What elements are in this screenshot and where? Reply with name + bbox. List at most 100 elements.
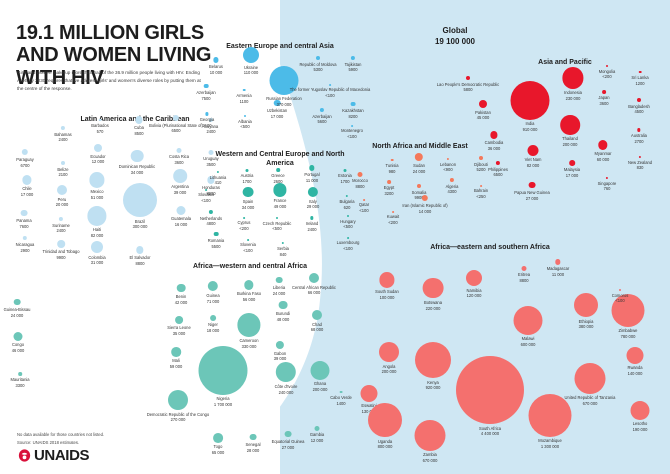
bubble-circle xyxy=(22,235,28,241)
bubble-country-value: 3600 xyxy=(174,159,184,165)
global-total-label: Global xyxy=(442,26,468,35)
bubble-country-name: India xyxy=(525,121,535,126)
bubble-circle xyxy=(22,175,32,185)
bubble-label: Serbia 840 xyxy=(277,246,289,258)
bubble-label: Tunisia 980 xyxy=(385,163,398,175)
bubble-circle xyxy=(602,90,606,94)
bubble-country-name: Guatemala xyxy=(170,216,192,221)
bubble-country-name: Zimbabwe xyxy=(618,328,638,333)
bubble-country-name: Bahrain xyxy=(473,188,489,194)
bubble-country-name: Tajikistan xyxy=(344,61,362,67)
bubble-label: Nicaragua 2900 xyxy=(16,242,35,254)
bubble-label: Slovakia <100 xyxy=(198,192,213,204)
bubble-label: Uruguay 3500 xyxy=(203,156,218,168)
bubble-label: Guinea-Bissau 24 000 xyxy=(4,307,31,319)
bubble-circle xyxy=(310,216,314,220)
bubble-country-name: Bulgaria xyxy=(339,198,355,204)
bubble-country-value: 27 000 xyxy=(525,195,539,201)
bubble-label: Cameroon 330 000 xyxy=(239,338,258,350)
bubble-label: Chad 68 000 xyxy=(311,322,324,334)
bubble-circle xyxy=(417,184,421,188)
bubble-country-value: 5600 xyxy=(317,119,327,125)
bubble-country-value: 17 000 xyxy=(565,173,579,179)
bubble-country-value: 24 000 xyxy=(412,168,426,174)
bubble-label: Kuwait <200 xyxy=(387,214,399,226)
bubble-circle xyxy=(176,283,186,293)
bubble-label: Togo 65 000 xyxy=(212,444,225,456)
bubble-circle xyxy=(415,342,451,378)
bubble-country-name: Ghana xyxy=(313,381,327,386)
bubble-country-name: Hungary xyxy=(340,218,356,224)
bubble-country-value: 1700 xyxy=(242,178,252,184)
bubble-circle xyxy=(569,160,575,166)
bubble-country-value: 780 000 xyxy=(620,333,636,339)
bubble-label: Indonesia 230 000 xyxy=(564,90,582,102)
bubble-circle xyxy=(350,101,356,107)
bubble-country-name: Bolivia (Plurinational State of) xyxy=(149,122,203,128)
bubble-country-value: 65 000 xyxy=(211,450,225,456)
bubble-country-name: Czech Republic xyxy=(262,220,292,226)
bubble-label: Sri Lanka 1200 xyxy=(631,75,648,87)
bubble-country-name: Niger xyxy=(208,322,218,328)
bubble-country-value: 1100 xyxy=(239,98,249,104)
bubble-circle xyxy=(619,289,621,291)
bubble-label: Rwanda 140 000 xyxy=(627,365,642,377)
bubble-circle xyxy=(379,342,399,362)
bubble-label: Zambia 670 000 xyxy=(423,452,438,464)
bubble-label: Malawi 600 000 xyxy=(521,336,536,348)
bubble-circle xyxy=(630,400,650,420)
bubble-label: Tajikistan 5900 xyxy=(345,62,362,74)
footnote-note: No data available for those countries no… xyxy=(17,432,105,437)
bubble-country-name: Mali xyxy=(172,358,180,364)
bubble-country-value: 66 000 xyxy=(307,290,321,296)
bubble-label: Myanmar 60 000 xyxy=(594,151,611,163)
bubble-country-value: 200 000 xyxy=(381,369,397,375)
bubble-country-value: 980 xyxy=(388,168,396,174)
region-title: Western and Central Europe and North Ame… xyxy=(215,151,345,168)
bubble-label: Gambia 12 000 xyxy=(310,432,324,444)
bubble-country-value: 1200 xyxy=(635,80,645,86)
bubble-country-value: 800 000 xyxy=(377,444,393,450)
bubble-label: Malaysia 17 000 xyxy=(564,167,580,179)
bubble-country-value: 2900 xyxy=(20,247,30,253)
bubble-country-value: 830 xyxy=(636,165,644,171)
bubble-circle xyxy=(237,313,261,337)
bubble-circle xyxy=(357,171,363,177)
bubble-label: Azerbaijan 5600 xyxy=(312,114,331,126)
bubble-country-value: <500 xyxy=(343,224,353,230)
bubble-label: Equatorial Guinea 27 000 xyxy=(272,439,305,451)
bubble-circle xyxy=(87,206,107,226)
bubble-label: Republic of Moldova 5300 xyxy=(299,62,336,74)
bubble-circle xyxy=(130,149,144,163)
bubble-circle xyxy=(245,168,249,172)
bubble-label: Trinidad and Tobago 9900 xyxy=(42,249,79,261)
bubble-country-name: Italy xyxy=(309,198,317,204)
bubble-circle xyxy=(13,298,21,306)
bubble-circle xyxy=(136,246,144,254)
bubble-circle xyxy=(466,76,470,80)
bubble-label: Guatemala 16 000 xyxy=(171,216,191,228)
bubble-circle xyxy=(521,265,527,271)
bubble-country-value: 2100 xyxy=(58,172,68,178)
bubble-label: Bahamas 2400 xyxy=(54,132,71,144)
bubble-country-name: Uganda xyxy=(377,438,393,444)
bubble-country-name: Pakistan xyxy=(475,109,491,115)
region-title: Africa—eastern and southern Africa xyxy=(430,244,550,251)
bubble-country-value: 48 000 xyxy=(276,316,290,322)
bubble-label: Papua New Guinea 27 000 xyxy=(514,190,550,202)
footnote-source: Source: UNAIDS 2018 estimates. xyxy=(17,439,80,445)
bubble-country-name: Viet Nam xyxy=(524,157,542,162)
bubble-country-value: 39 000 xyxy=(173,190,187,196)
bubble-country-value: 4300 xyxy=(447,189,457,195)
bubble-circle xyxy=(574,293,598,317)
bubble-circle xyxy=(244,280,254,290)
bubble-circle xyxy=(276,168,280,172)
bubble-country-name: Rwanda xyxy=(627,365,643,370)
bubble-country-value: 910 000 xyxy=(522,126,538,132)
bubble-label: Lao People's Democratic Republic 5800 xyxy=(437,82,499,94)
bubble-circle xyxy=(480,185,482,187)
bubble-circle xyxy=(343,168,347,172)
bubble-country-name: Russian Federation xyxy=(266,96,302,101)
bubble-country-value: 51 000 xyxy=(90,194,104,200)
bubble-country-value: 300 000 xyxy=(132,224,148,230)
